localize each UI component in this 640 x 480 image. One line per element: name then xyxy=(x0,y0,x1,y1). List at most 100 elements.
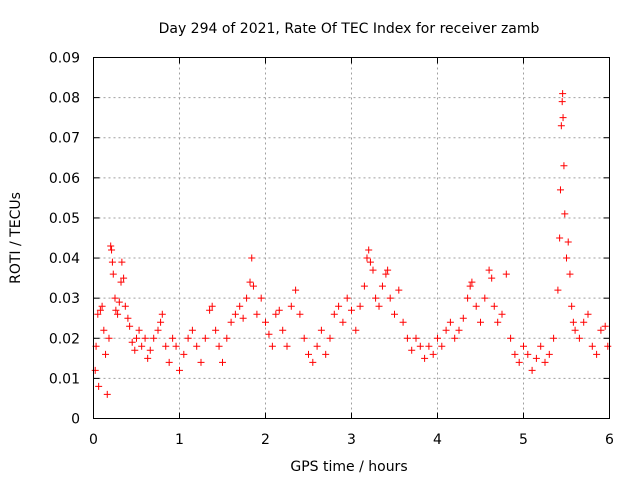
data-point xyxy=(335,302,343,310)
data-point xyxy=(507,334,515,342)
data-point xyxy=(118,258,126,266)
data-point xyxy=(360,282,368,290)
data-point xyxy=(477,318,484,326)
data-point xyxy=(369,266,377,274)
data-point xyxy=(223,334,231,342)
data-point xyxy=(366,258,374,266)
data-point xyxy=(442,326,450,334)
data-point xyxy=(219,358,226,366)
data-point xyxy=(352,326,360,334)
data-point xyxy=(322,350,330,358)
data-point xyxy=(305,350,312,358)
data-point xyxy=(412,334,420,342)
data-point xyxy=(91,366,99,374)
data-point xyxy=(292,286,300,294)
data-point xyxy=(248,254,256,262)
grid-layer xyxy=(93,57,610,419)
plot-frame xyxy=(93,57,610,419)
data-point xyxy=(580,318,588,326)
data-point xyxy=(425,342,433,350)
data-point xyxy=(502,270,510,278)
data-point xyxy=(494,318,502,326)
data-point xyxy=(188,326,196,334)
data-point xyxy=(313,342,321,350)
data-point xyxy=(94,310,102,318)
data-point xyxy=(556,186,564,194)
data-point xyxy=(146,346,154,354)
data-point xyxy=(141,334,149,342)
chart-title: Day 294 of 2021, Rate Of TEC Index for r… xyxy=(159,21,540,37)
data-point xyxy=(117,278,125,286)
y-tick-label: 0.09 xyxy=(49,51,80,67)
data-point xyxy=(446,318,454,326)
data-point xyxy=(102,350,110,358)
data-point xyxy=(403,334,411,342)
data-point xyxy=(416,342,424,350)
data-point xyxy=(455,326,463,334)
data-point xyxy=(133,334,140,342)
data-point xyxy=(172,342,180,350)
data-point xyxy=(434,334,441,342)
data-point xyxy=(563,254,570,262)
data-point xyxy=(556,234,564,242)
data-point xyxy=(184,334,192,342)
data-point xyxy=(111,294,119,302)
data-point xyxy=(339,318,347,326)
data-point xyxy=(239,314,247,322)
data-point xyxy=(279,326,287,334)
data-point xyxy=(253,310,261,318)
data-point xyxy=(559,114,567,122)
data-point xyxy=(365,246,373,254)
x-tick-label: 4 xyxy=(433,432,442,448)
data-point xyxy=(109,270,117,278)
x-tick-label: 0 xyxy=(89,432,98,448)
data-point xyxy=(112,306,120,314)
data-point xyxy=(265,330,273,338)
data-point xyxy=(169,334,177,342)
data-point xyxy=(227,318,235,326)
data-point xyxy=(246,278,254,286)
data-point xyxy=(438,342,446,350)
data-point xyxy=(262,318,269,326)
data-point xyxy=(488,274,496,282)
data-point xyxy=(108,246,116,254)
data-point xyxy=(561,210,569,218)
data-point xyxy=(135,326,143,334)
data-point xyxy=(485,266,493,274)
data-point xyxy=(601,322,609,330)
data-point xyxy=(550,334,558,342)
data-point xyxy=(528,366,536,374)
data-point xyxy=(96,306,104,314)
data-point xyxy=(103,390,111,398)
data-point xyxy=(408,346,416,354)
data-point xyxy=(268,342,276,350)
data-point xyxy=(208,302,216,310)
y-tick-label: 0.02 xyxy=(49,331,80,347)
data-point xyxy=(363,254,371,262)
data-point xyxy=(545,350,553,358)
data-point xyxy=(162,342,170,350)
data-point xyxy=(588,342,596,350)
data-point xyxy=(429,350,437,358)
data-point xyxy=(604,342,612,350)
data-point xyxy=(375,302,383,310)
data-point xyxy=(176,366,183,374)
data-point xyxy=(115,298,123,306)
data-point xyxy=(391,310,398,318)
data-point xyxy=(326,334,334,342)
data-point xyxy=(131,346,139,354)
data-point xyxy=(560,162,568,170)
data-point xyxy=(296,310,304,318)
data-point xyxy=(197,358,205,366)
data-point xyxy=(108,258,116,266)
data-point xyxy=(466,282,474,290)
data-point xyxy=(249,282,257,290)
data-point xyxy=(330,310,338,318)
y-tick-label: 0.01 xyxy=(49,371,80,387)
data-point xyxy=(124,314,132,322)
data-point xyxy=(564,238,572,246)
data-point xyxy=(584,310,592,318)
data-point xyxy=(395,286,403,294)
data-point xyxy=(128,338,136,346)
data-point xyxy=(472,302,480,310)
